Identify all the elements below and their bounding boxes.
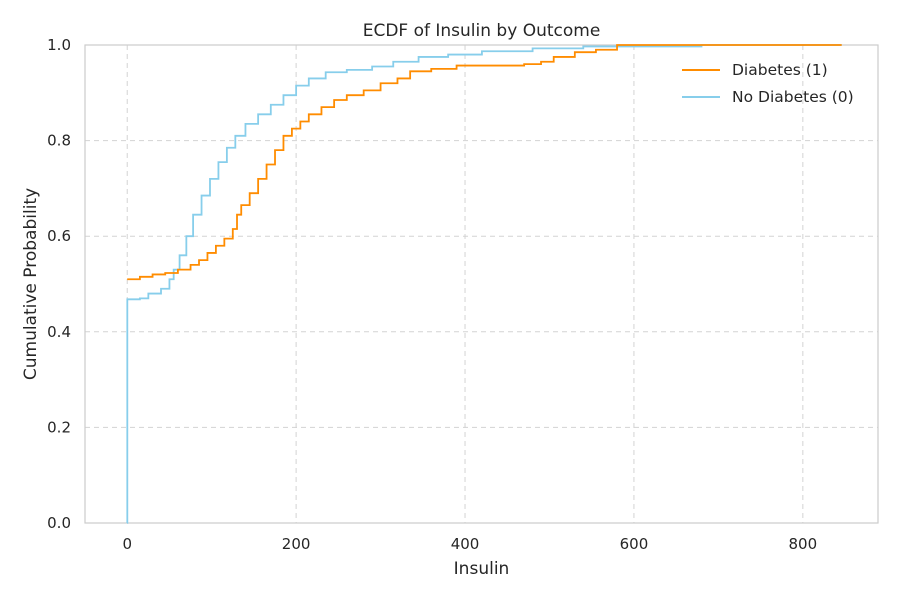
x-tick-label: 400 — [451, 535, 480, 553]
x-tick-label: 600 — [620, 535, 649, 553]
legend: Diabetes (1) No Diabetes (0) — [682, 61, 854, 106]
x-tick-label: 800 — [789, 535, 818, 553]
chart-title: ECDF of Insulin by Outcome — [363, 21, 601, 41]
legend-label-diabetes: Diabetes (1) — [732, 61, 828, 79]
y-tick-label: 0.6 — [47, 227, 71, 245]
y-tick-label: 0.4 — [47, 323, 71, 341]
tick-layer: 0 200 400 600 800 0.0 0.2 0.4 0.6 0.8 1.0 — [47, 36, 817, 553]
y-tick-label: 0.0 — [47, 514, 71, 532]
grid-layer — [85, 44, 878, 524]
y-tick-label: 0.2 — [47, 418, 71, 436]
x-tick-label: 0 — [122, 535, 132, 553]
plot-frame — [84, 44, 879, 524]
series-line-no-diabetes — [126, 44, 842, 524]
y-tick-label: 0.8 — [47, 132, 71, 150]
legend-label-no-diabetes: No Diabetes (0) — [732, 88, 854, 106]
y-tick-label: 1.0 — [47, 36, 71, 54]
y-axis-label: Cumulative Probability — [21, 188, 41, 380]
x-tick-label: 200 — [282, 535, 311, 553]
series-line-diabetes — [127, 44, 842, 281]
series-layer — [126, 44, 842, 524]
x-axis-label: Insulin — [454, 559, 510, 579]
